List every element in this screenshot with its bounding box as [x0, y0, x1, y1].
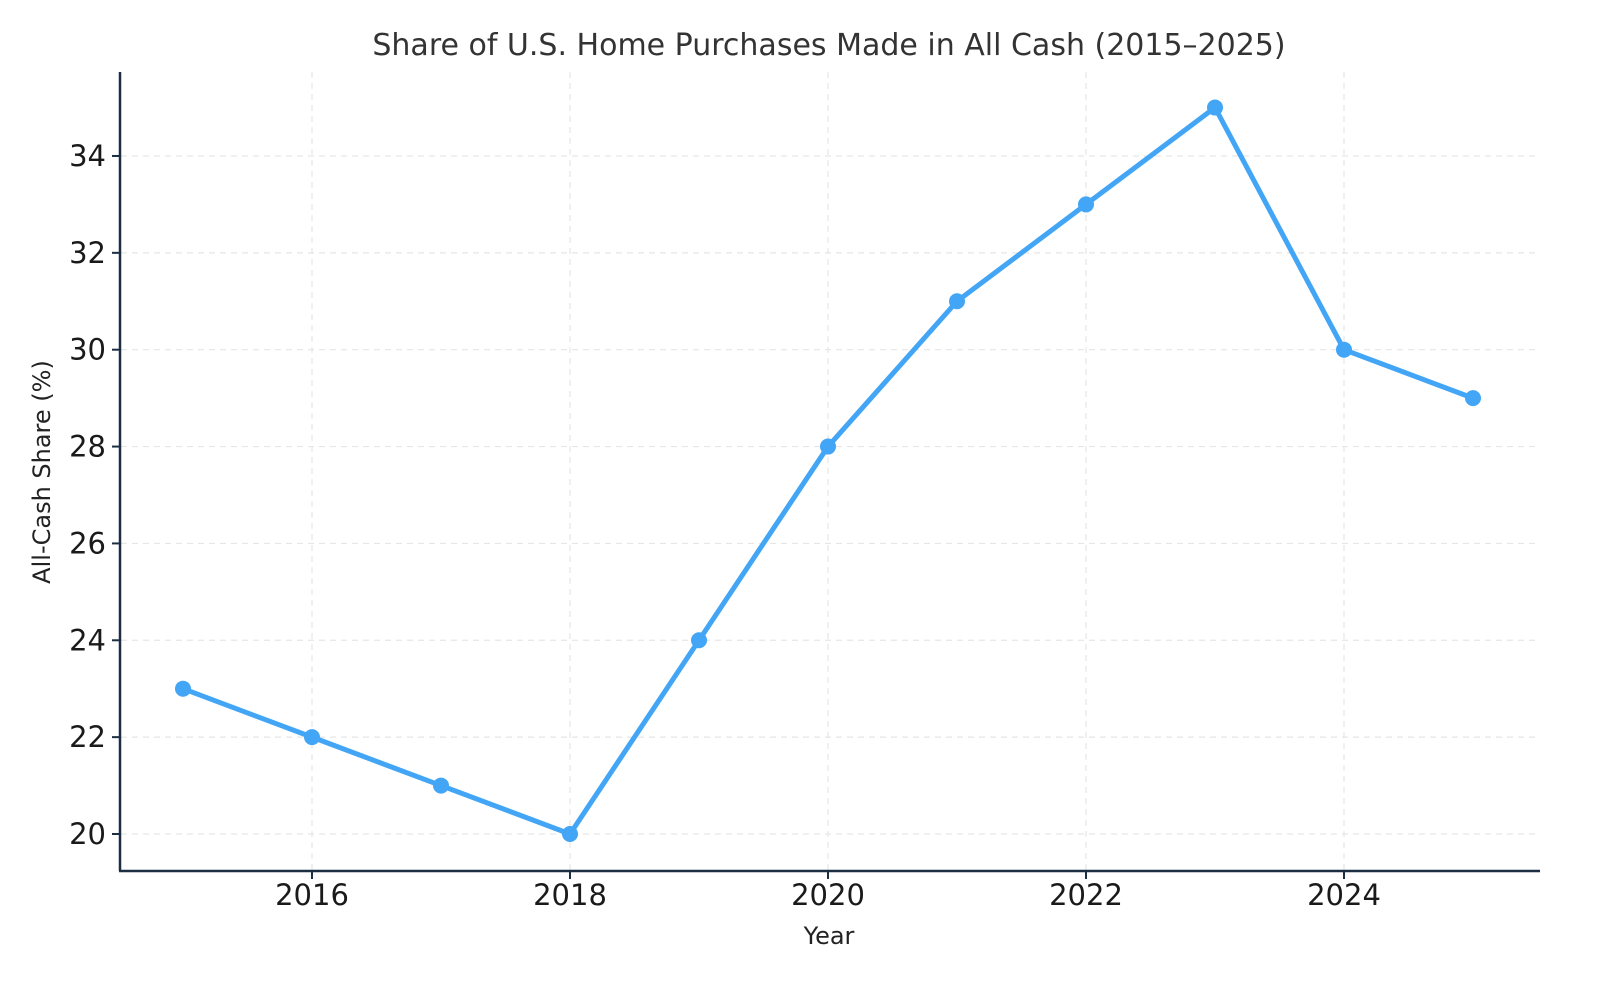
chart-title: Share of U.S. Home Purchases Made in All…	[372, 28, 1285, 63]
gridlines	[121, 72, 1540, 870]
x-tick-label: 2018	[533, 878, 607, 912]
x-tick-label: 2024	[1307, 878, 1381, 912]
y-tick-label: 24	[69, 623, 106, 657]
data-point-marker	[304, 729, 320, 746]
y-axis-label: All-Cash Share (%)	[28, 360, 56, 584]
y-tick-label: 26	[69, 526, 106, 560]
data-point-marker	[691, 632, 707, 649]
data-point-marker	[1465, 390, 1481, 407]
data-point-marker	[1336, 341, 1352, 358]
data-point-marker	[562, 826, 578, 842]
y-tick-label: 22	[69, 720, 106, 754]
y-tick-label: 30	[69, 333, 106, 367]
data-point-marker	[175, 680, 191, 697]
y-tick-label: 28	[69, 430, 106, 464]
x-tick-label: 2022	[1049, 878, 1123, 912]
y-tick-label: 34	[69, 139, 106, 173]
data-point-marker	[1078, 196, 1094, 213]
axes	[118, 72, 1540, 873]
data-point-marker	[1207, 99, 1223, 116]
data-point-marker	[433, 777, 449, 794]
x-tick-label: 2020	[791, 878, 865, 912]
x-axis-label: Year	[803, 922, 855, 950]
y-tick-label: 32	[69, 236, 106, 270]
data-series	[175, 99, 1481, 842]
y-tick-label: 20	[69, 817, 106, 851]
data-point-marker	[820, 438, 836, 455]
x-tick-label: 2016	[275, 878, 349, 912]
data-point-marker	[949, 293, 965, 310]
